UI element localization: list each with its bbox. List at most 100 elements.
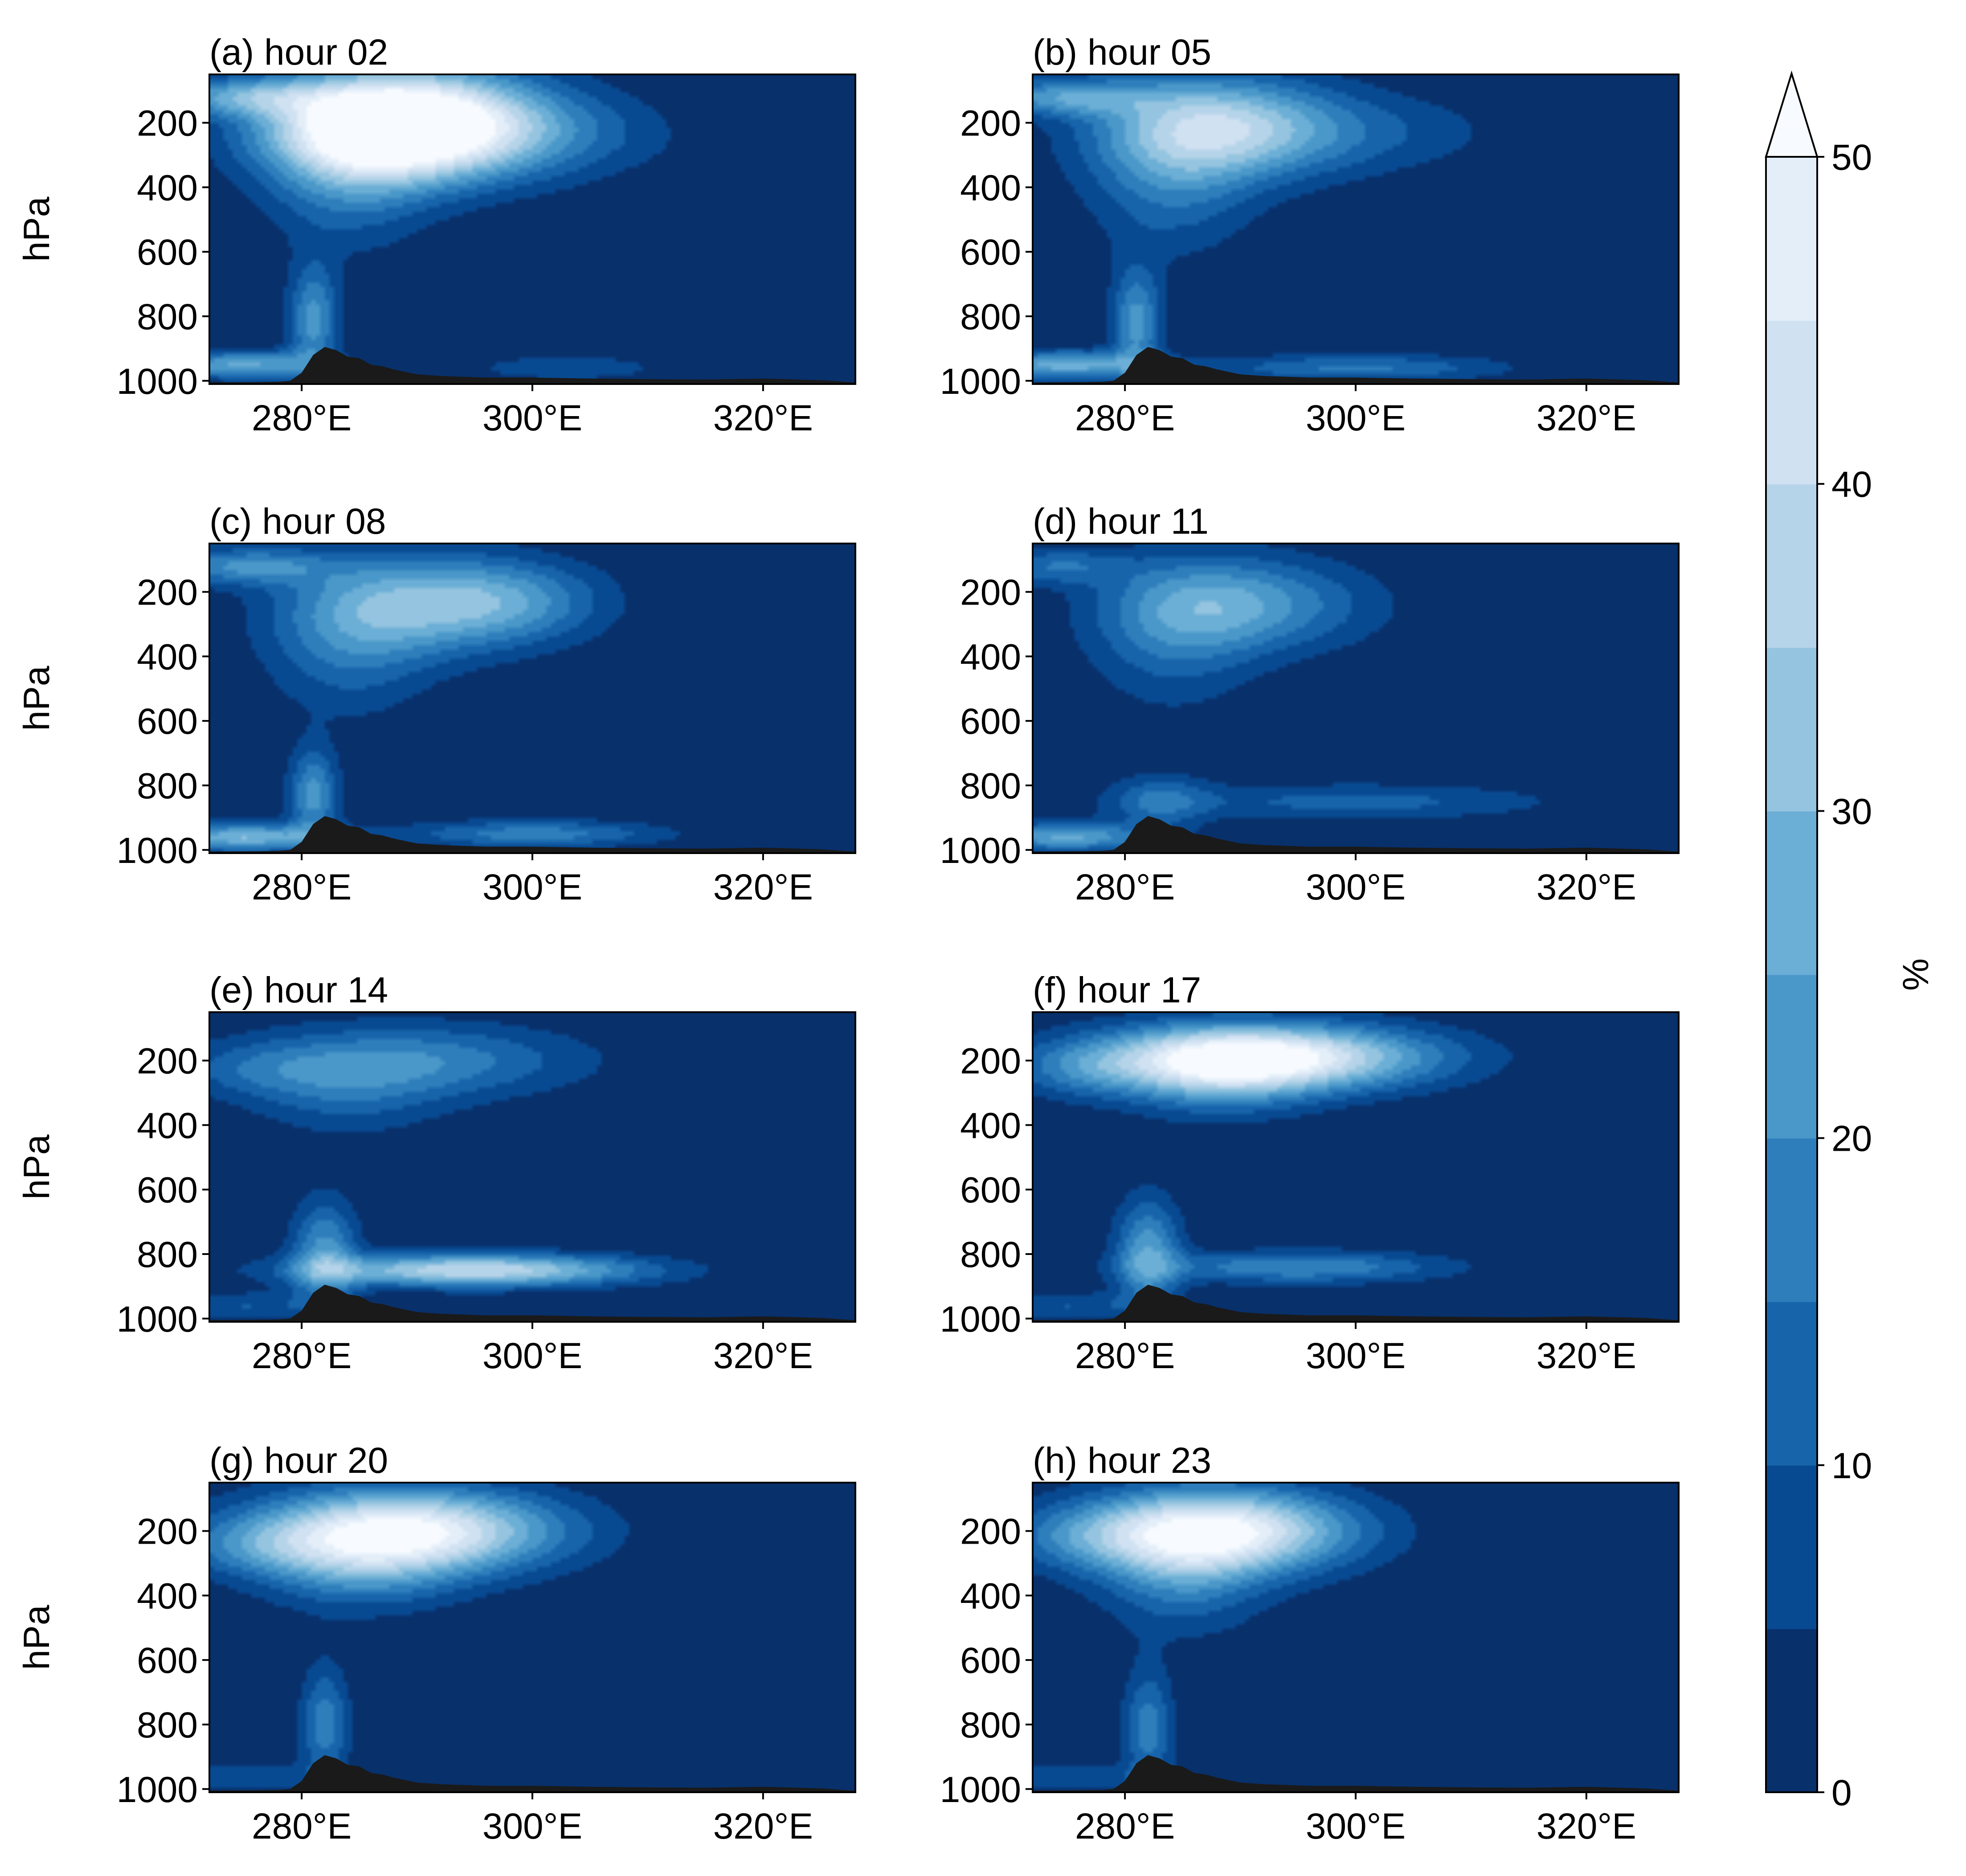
- y-tick-label: 400: [960, 637, 1021, 677]
- x-tick-label: 320°E: [713, 1806, 813, 1847]
- panels-group: (a) hour 02 280°E 300°E 320°E 200 400 600 800 10…: [16, 32, 1680, 1847]
- x-tick-label: 320°E: [713, 1336, 813, 1376]
- colorbar-segment: [1766, 157, 1817, 321]
- colorbar-segment: [1766, 974, 1817, 1139]
- y-tick-label: 800: [137, 297, 198, 337]
- y-tick-label: 1000: [117, 830, 198, 871]
- y-tick-label: 800: [137, 766, 198, 806]
- colorbar-tick-label: 40: [1831, 464, 1872, 505]
- y-tick-label: 800: [137, 1705, 198, 1745]
- y-tick-label: 600: [137, 701, 198, 742]
- panel-title: (a) hour 02: [209, 32, 388, 73]
- colorbar-segment: [1766, 1301, 1817, 1466]
- y-tick-label: 600: [960, 1640, 1021, 1681]
- terrain: [209, 347, 855, 384]
- panel-title: (h) hour 23: [1033, 1440, 1211, 1481]
- panel-8: (h) hour 23 280°E 300°E 320°E 200 400 600 800 10…: [940, 1440, 1680, 1847]
- y-tick-label: 800: [137, 1234, 198, 1275]
- colorbar-tick-label: 30: [1831, 791, 1872, 832]
- y-tick-label: 400: [137, 168, 198, 208]
- x-tick-label: 320°E: [713, 398, 813, 438]
- terrain: [209, 816, 855, 853]
- y-tick-label: 800: [960, 1705, 1021, 1745]
- x-tick-label: 320°E: [1537, 867, 1636, 907]
- y-tick-label: 200: [137, 1041, 198, 1082]
- y-tick-label: 200: [960, 1512, 1021, 1552]
- y-tick-label: 1000: [940, 830, 1021, 871]
- colorbar-segment: [1766, 320, 1817, 485]
- contour-field: [209, 1483, 855, 1792]
- x-tick-label: 280°E: [252, 1336, 352, 1376]
- y-tick-label: 200: [137, 1512, 198, 1552]
- y-tick-label: 600: [137, 1640, 198, 1681]
- panel-7: (g) hour 20 280°E 300°E 320°E 200 400 600 800 10…: [16, 1440, 856, 1847]
- y-tick-label: 400: [137, 637, 198, 677]
- colorbar: 0 10 20 30 40 50%: [1765, 70, 1936, 1813]
- x-tick-label: 320°E: [1537, 1806, 1636, 1847]
- panel-title: (g) hour 20: [209, 1440, 388, 1481]
- contour-field: [209, 74, 855, 384]
- colorbar-label: %: [1896, 958, 1936, 991]
- x-tick-label: 300°E: [482, 867, 582, 907]
- colorbar-tick-label: 10: [1831, 1446, 1872, 1486]
- panel-2: (b) hour 05 280°E 300°E 320°E 200 400 600 800 10…: [940, 32, 1680, 438]
- y-tick-label: 200: [960, 1041, 1021, 1082]
- colorbar-segment: [1766, 1465, 1817, 1629]
- colorbar-segment: [1766, 1138, 1817, 1302]
- x-tick-label: 300°E: [1306, 398, 1406, 438]
- x-tick-label: 280°E: [1075, 1336, 1175, 1376]
- x-tick-label: 300°E: [482, 1336, 582, 1376]
- colorbar-segment: [1766, 1628, 1817, 1793]
- x-tick-label: 280°E: [1075, 1806, 1175, 1847]
- y-tick-label: 600: [960, 1170, 1021, 1210]
- y-tick-label: 600: [137, 1170, 198, 1210]
- panel-title: (b) hour 05: [1033, 32, 1211, 73]
- y-tick-label: 1000: [117, 1770, 198, 1810]
- contour-field: [209, 1012, 855, 1322]
- y-tick-label: 600: [960, 232, 1021, 273]
- colorbar-outline: [1765, 157, 1818, 1793]
- y-tick-label: 1000: [117, 1299, 198, 1340]
- x-tick-label: 320°E: [1537, 1336, 1636, 1376]
- colorbar-segment: [1766, 484, 1817, 648]
- colorbar-tick-label: 0: [1831, 1773, 1852, 1813]
- contour-field: [1033, 1483, 1679, 1792]
- y-tick-label: 600: [137, 232, 198, 273]
- contour-field: [1033, 74, 1679, 384]
- x-tick-label: 300°E: [482, 398, 582, 438]
- terrain: [1033, 1755, 1679, 1792]
- y-axis-label: hPa: [16, 666, 57, 731]
- colorbar-extend-arrow: [1765, 70, 1819, 158]
- terrain: [1033, 1284, 1679, 1322]
- contour-field: [1033, 1012, 1679, 1322]
- y-tick-label: 200: [137, 572, 198, 613]
- y-tick-label: 1000: [940, 361, 1021, 402]
- x-tick-label: 280°E: [252, 867, 352, 907]
- panel-6: (f) hour 17 280°E 300°E 320°E 200 400 600 800 10…: [940, 970, 1680, 1376]
- colorbar-segment: [1766, 811, 1817, 975]
- terrain: [209, 1284, 855, 1322]
- x-tick-label: 300°E: [1306, 1806, 1406, 1847]
- x-tick-label: 280°E: [1075, 398, 1175, 438]
- panel-3: (c) hour 08 280°E 300°E 320°E 200 400 600 800 10…: [16, 501, 856, 907]
- y-tick-label: 400: [960, 1576, 1021, 1616]
- y-tick-label: 1000: [117, 361, 198, 402]
- panel-1: (a) hour 02 280°E 300°E 320°E 200 400 600 800 10…: [16, 32, 856, 438]
- y-tick-label: 800: [960, 297, 1021, 337]
- x-tick-label: 300°E: [1306, 867, 1406, 907]
- y-tick-label: 600: [960, 701, 1021, 742]
- panel-title: (e) hour 14: [209, 970, 388, 1010]
- y-tick-label: 1000: [940, 1299, 1021, 1340]
- panel-5: (e) hour 14 280°E 300°E 320°E 200 400 600 800 10…: [16, 970, 856, 1376]
- y-tick-label: 200: [137, 103, 198, 144]
- x-tick-label: 320°E: [713, 867, 813, 907]
- y-tick-label: 400: [137, 1576, 198, 1616]
- y-tick-label: 400: [960, 168, 1021, 208]
- y-tick-label: 400: [960, 1105, 1021, 1146]
- panel-4: (d) hour 11 280°E 300°E 320°E 200 400 600 800 10…: [940, 501, 1680, 907]
- terrain: [1033, 347, 1679, 384]
- y-tick-label: 400: [137, 1105, 198, 1146]
- y-axis-label: hPa: [16, 1605, 57, 1670]
- x-tick-label: 280°E: [252, 1806, 352, 1847]
- y-tick-label: 200: [960, 572, 1021, 613]
